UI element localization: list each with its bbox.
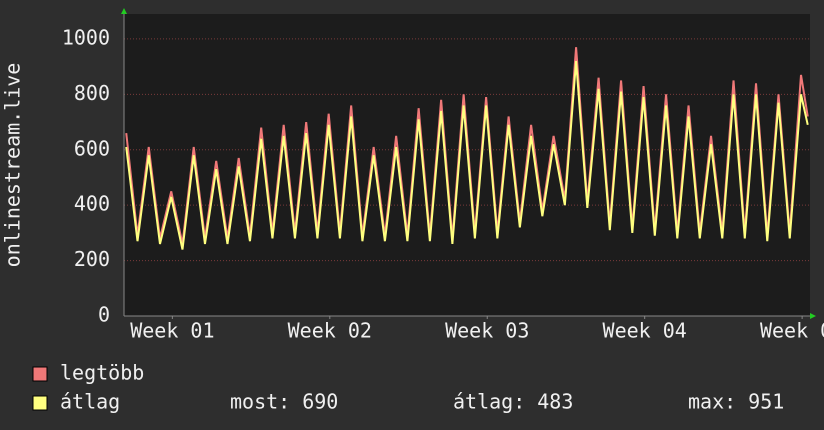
y-tick-label: 400 [74,192,110,216]
x-tick-label: Week 02 [288,319,372,343]
x-tick-label: Week 01 [130,319,214,343]
legend-swatch [32,395,48,411]
legend-label: legtöbb [60,361,144,385]
stat-label: átlag: [453,390,525,414]
legend-label: átlag [60,390,120,414]
stat-value: 951 [748,390,784,414]
y-tick-label: 0 [98,303,110,327]
x-tick-label: Week 04 [603,319,687,343]
axis-arrow [121,8,127,14]
x-tick-label: Week 03 [445,319,529,343]
series-line [125,61,809,250]
y-tick-label: 600 [74,136,110,160]
legend-swatch [32,366,48,382]
stat-value: 690 [302,390,338,414]
axis-arrow [810,313,816,319]
x-tick-label: Week 05 [760,319,824,343]
y-tick-label: 200 [74,247,110,271]
y-tick-label: 1000 [62,25,110,49]
stat-label: max: [688,390,736,414]
y-axis-label: onlinestream.live [1,63,25,268]
stat-label: most: [230,390,290,414]
stat-value: 483 [537,390,573,414]
y-tick-label: 800 [74,81,110,105]
